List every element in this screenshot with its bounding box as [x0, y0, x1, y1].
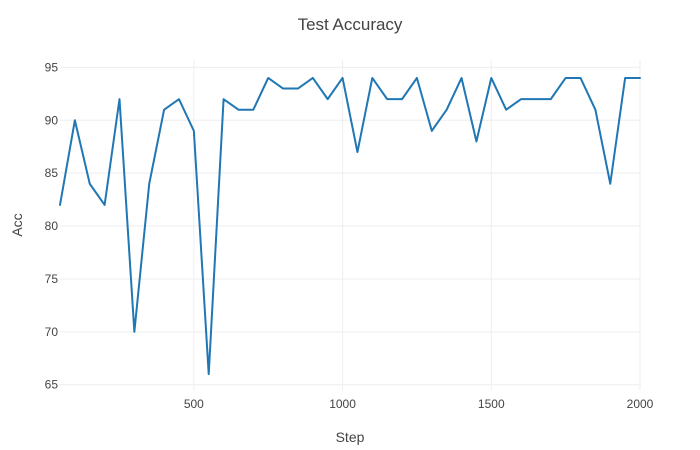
x-axis-label: Step — [336, 429, 365, 445]
series-layer — [59, 76, 641, 376]
y-tick-label: 65 — [45, 378, 59, 392]
x-tick-label: 500 — [184, 397, 204, 411]
y-tick-label: 80 — [45, 219, 59, 233]
tick-layer: 65 70 75 80 85 90 95 500 1000 1500 2000 — [45, 60, 654, 411]
y-tick-label: 70 — [45, 325, 59, 339]
x-tick-label: 2000 — [627, 397, 654, 411]
y-tick-label: 90 — [45, 113, 59, 127]
x-tick-label: 1500 — [478, 397, 505, 411]
chart-title: Test Accuracy — [298, 15, 403, 34]
y-tick-label: 75 — [45, 272, 59, 286]
x-tick-label: 1000 — [329, 397, 356, 411]
y-tick-label: 95 — [45, 60, 59, 74]
accuracy-series-line — [59, 76, 641, 376]
grid-layer — [60, 60, 641, 390]
y-tick-label: 85 — [45, 166, 59, 180]
y-axis-label: Acc — [9, 213, 25, 236]
